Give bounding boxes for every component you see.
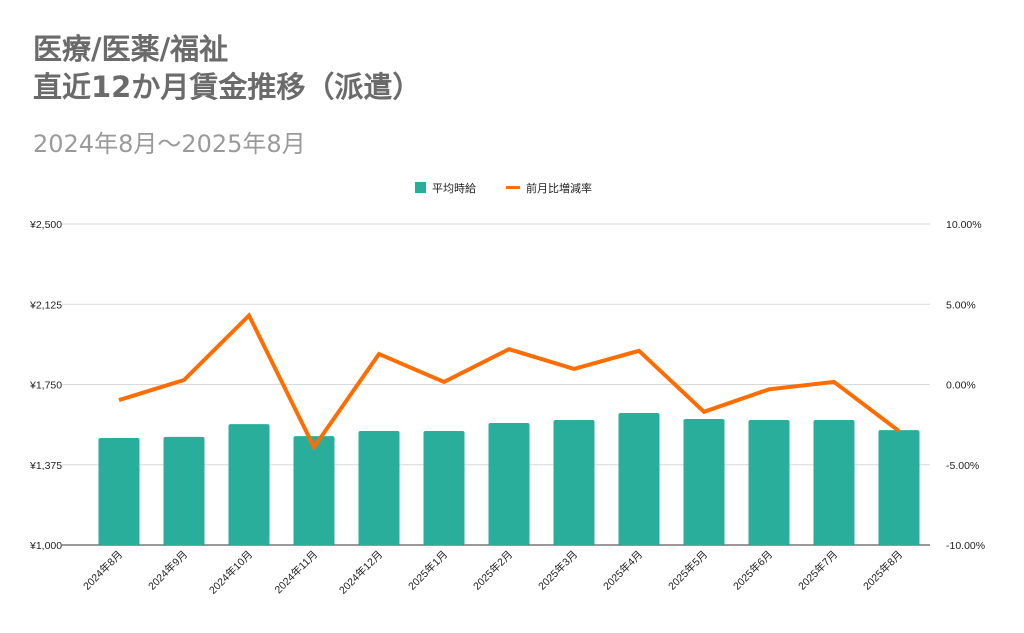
bar bbox=[813, 420, 855, 545]
left-tick-label: ¥1,750 bbox=[29, 380, 62, 392]
legend: 平均時給 前月比増減率 bbox=[415, 181, 592, 195]
bar bbox=[878, 430, 920, 545]
right-tick-label: -5.00% bbox=[946, 460, 979, 472]
bar bbox=[618, 412, 660, 545]
x-tick-label: 2025年2月 bbox=[470, 548, 515, 593]
x-tick-label: 2024年12月 bbox=[336, 548, 385, 597]
right-tick-label: 0.00% bbox=[946, 380, 976, 392]
x-tick-label: 2025年8月 bbox=[860, 548, 905, 593]
legend-swatch-line bbox=[506, 186, 520, 189]
left-tick-label: ¥1,375 bbox=[29, 460, 62, 472]
x-tick-label: 2024年9月 bbox=[145, 548, 190, 593]
bar bbox=[98, 438, 140, 545]
left-tick-label: ¥2,500 bbox=[29, 219, 62, 231]
x-tick-label: 2025年6月 bbox=[730, 548, 775, 593]
bar bbox=[228, 424, 270, 545]
bar bbox=[553, 420, 595, 545]
right-tick-label: 10.00% bbox=[946, 219, 982, 231]
left-tick-label: ¥2,125 bbox=[29, 299, 62, 311]
x-tick-label: 2025年1月 bbox=[405, 548, 450, 593]
bar bbox=[488, 423, 530, 545]
x-tick-label: 2024年11月 bbox=[272, 548, 320, 596]
bar bbox=[293, 436, 335, 545]
x-tick-label: 2025年5月 bbox=[665, 548, 710, 593]
bar bbox=[683, 418, 725, 545]
x-tick-label: 2025年7月 bbox=[795, 548, 840, 593]
legend-label-bar: 平均時給 bbox=[432, 181, 476, 195]
chart-title-line1: 医療/医薬/福祉 bbox=[33, 32, 229, 66]
x-tick-label: 2025年3月 bbox=[535, 548, 580, 593]
x-tick-label: 2024年10月 bbox=[206, 548, 255, 597]
x-tick-label: 2024年8月 bbox=[80, 548, 125, 593]
bar bbox=[423, 430, 465, 545]
right-tick-label: 5.00% bbox=[946, 299, 976, 311]
chart-subtitle: 2024年8月～2025年8月 bbox=[33, 130, 306, 158]
chart-title-line2: 直近12か月賃金推移（派遣） bbox=[33, 70, 422, 104]
x-tick-label: 2025年4月 bbox=[600, 548, 645, 593]
right-tick-label: -10.00% bbox=[946, 540, 985, 552]
left-tick-label: ¥1,000 bbox=[29, 540, 62, 552]
bar bbox=[748, 420, 790, 545]
legend-swatch-bar bbox=[415, 182, 426, 193]
legend-label-line: 前月比増減率 bbox=[526, 181, 592, 195]
bar bbox=[358, 430, 400, 545]
bar bbox=[163, 436, 205, 545]
